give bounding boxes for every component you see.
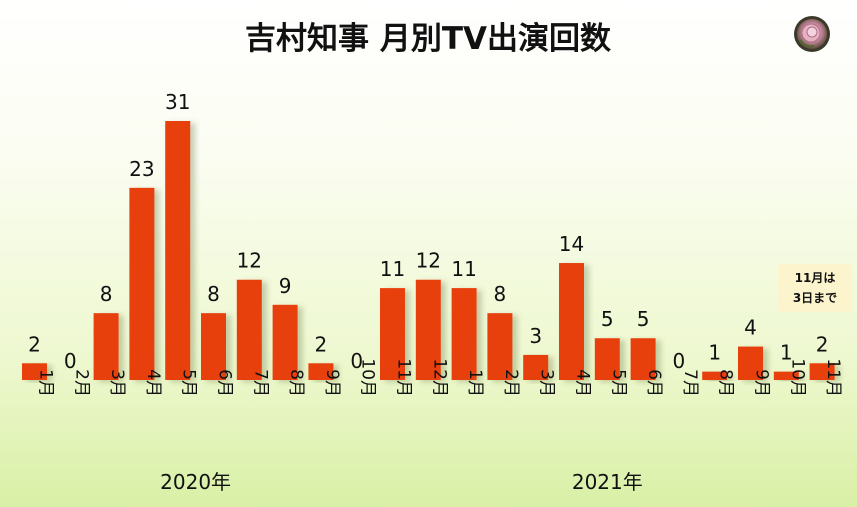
bar: [523, 354, 549, 380]
bar-value-label: 1: [708, 341, 721, 365]
x-tick-label: 8月: [286, 369, 306, 397]
bar-value-label: 2: [315, 332, 328, 356]
bar-value-label: 31: [165, 90, 190, 114]
x-tick-label: 1月: [36, 369, 56, 397]
bar: [165, 121, 191, 380]
bar-value-label: 0: [673, 349, 686, 373]
x-tick-label: 3月: [537, 369, 557, 397]
bar: [22, 363, 47, 380]
bar: [487, 313, 513, 380]
note-line-2: 3日まで: [793, 291, 837, 305]
x-tick-label: 5月: [608, 369, 628, 397]
rose-icon: [794, 16, 830, 52]
bar: [236, 279, 262, 380]
bar: [702, 371, 728, 380]
year-labels: 2020年 2021年: [160, 470, 643, 494]
bar-value-label: 0: [350, 349, 363, 373]
bar: [380, 288, 405, 380]
bar-value-label: 2: [28, 332, 41, 356]
bar: [415, 279, 441, 380]
bar-value-label: 11: [451, 257, 476, 281]
x-tick-label: 6月: [215, 369, 235, 397]
bar-value-label: 3: [529, 324, 542, 348]
bar-value-label: 8: [207, 282, 220, 306]
x-tick-label: 7月: [680, 369, 700, 397]
bar: [272, 304, 298, 380]
bar-value-label: 12: [416, 249, 441, 273]
x-tick-label: 9月: [322, 369, 342, 397]
bars: [22, 121, 835, 380]
x-tick-label: 9月: [752, 369, 772, 397]
year-label: 2020年: [160, 470, 231, 494]
x-tick-label: 6月: [644, 369, 664, 397]
x-tick-label: 7月: [250, 369, 270, 397]
note-line-1: 11月は: [795, 271, 836, 285]
x-tick-label: 3月: [107, 369, 127, 397]
bar-value-label: 4: [744, 316, 757, 340]
x-tick-label: 11月: [394, 358, 414, 397]
x-tick-label: 11月: [823, 358, 843, 397]
bar-value-label: 12: [237, 249, 262, 273]
bar-value-label: 0: [64, 349, 77, 373]
bar: [93, 313, 119, 380]
bar-value-label: 2: [816, 332, 829, 356]
bar-value-label: 8: [494, 282, 507, 306]
x-tick-label: 8月: [716, 369, 736, 397]
note-box: 11月は 3日まで: [778, 264, 852, 312]
x-tick-label: 10月: [358, 358, 378, 397]
bar: [451, 288, 477, 380]
x-tick-labels: 1月 2月 3月 4月 5月 6月 7月 8月 9月 10月 11月 12月 1月 2月 3月 4月 5月 6月 7…: [36, 358, 844, 397]
bar-value-label: 8: [100, 282, 113, 306]
bar-value-label: 5: [637, 307, 650, 331]
chart-title: 吉村知事 月別TV出演回数: [245, 21, 611, 57]
bar-value-label: 1: [780, 341, 793, 365]
bar-value-label: 11: [380, 257, 405, 281]
x-tick-label: 4月: [143, 369, 163, 397]
bar: [129, 187, 155, 380]
year-label: 2021年: [572, 470, 643, 494]
bar: [809, 363, 835, 380]
bar-value-label: 5: [601, 307, 614, 331]
bar: [201, 313, 226, 380]
x-tick-label: 1月: [465, 369, 485, 397]
bar-value-label: 9: [279, 274, 292, 298]
bar: [594, 338, 620, 380]
x-tick-label: 2月: [501, 369, 521, 397]
x-tick-label: 10月: [787, 358, 807, 397]
x-tick-label: 4月: [573, 369, 593, 397]
bar-value-label: 23: [129, 157, 154, 181]
bar-value-label: 14: [559, 232, 584, 256]
bar: [630, 338, 656, 380]
bar: [773, 371, 799, 380]
x-tick-label: 2月: [71, 369, 91, 397]
bar: [308, 363, 334, 380]
bar: [559, 263, 584, 380]
x-tick-label: 5月: [179, 369, 199, 397]
bar: [738, 346, 763, 380]
x-tick-label: 12月: [429, 358, 449, 397]
